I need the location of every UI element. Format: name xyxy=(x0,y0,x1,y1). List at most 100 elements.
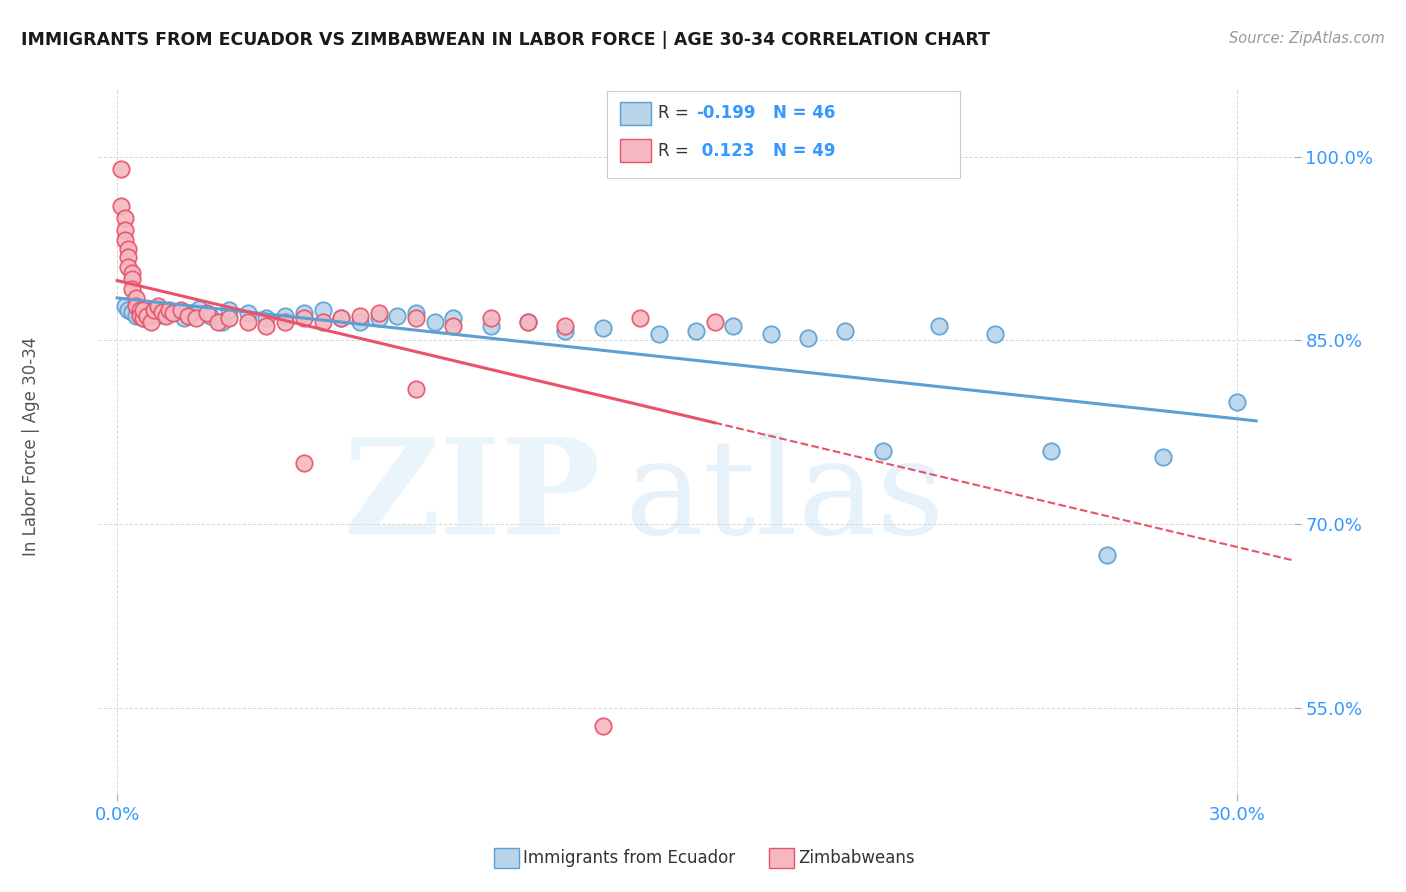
Point xyxy=(441,318,464,333)
Point xyxy=(218,302,240,317)
Point xyxy=(385,309,409,323)
Point xyxy=(173,311,195,326)
Point xyxy=(128,302,150,317)
Point xyxy=(274,309,297,323)
Point xyxy=(479,318,502,333)
Point xyxy=(207,315,229,329)
Point xyxy=(292,311,315,326)
Text: ZIP: ZIP xyxy=(343,434,600,563)
Point xyxy=(114,233,136,247)
Point xyxy=(236,306,259,320)
Text: Zimbabweans: Zimbabweans xyxy=(799,849,915,867)
Point xyxy=(592,719,614,733)
Point xyxy=(117,242,139,256)
Text: N = 49: N = 49 xyxy=(773,142,835,160)
Point xyxy=(121,282,143,296)
Point xyxy=(685,324,707,338)
Point xyxy=(114,223,136,237)
Point xyxy=(330,311,353,326)
Point xyxy=(150,308,173,322)
Point xyxy=(797,331,820,345)
Point xyxy=(872,443,894,458)
Point xyxy=(330,311,353,326)
Point xyxy=(121,272,143,286)
Point xyxy=(1226,394,1249,409)
Point xyxy=(405,383,427,397)
Point xyxy=(1039,443,1062,458)
Point xyxy=(128,302,150,317)
Point xyxy=(121,305,143,319)
Point xyxy=(169,302,191,317)
Point xyxy=(405,306,427,320)
Point xyxy=(211,315,233,329)
Point xyxy=(136,306,159,320)
Point xyxy=(311,302,333,317)
Point xyxy=(110,161,132,176)
Point xyxy=(139,309,162,323)
Point xyxy=(125,291,148,305)
Point xyxy=(516,315,538,329)
Point xyxy=(132,311,155,326)
Point xyxy=(180,306,202,320)
Point xyxy=(367,311,389,326)
Point xyxy=(121,266,143,280)
Text: Source: ZipAtlas.com: Source: ZipAtlas.com xyxy=(1229,31,1385,46)
Text: atlas: atlas xyxy=(624,434,945,563)
Point xyxy=(125,299,148,313)
Point xyxy=(157,302,180,317)
Point xyxy=(554,324,576,338)
Point xyxy=(117,260,139,274)
Point xyxy=(441,311,464,326)
Point xyxy=(628,311,651,326)
Point xyxy=(114,211,136,225)
Text: -0.199: -0.199 xyxy=(696,104,755,122)
Point xyxy=(132,302,155,317)
Text: R =: R = xyxy=(658,104,695,122)
Text: 0.123: 0.123 xyxy=(696,142,755,160)
Point xyxy=(592,321,614,335)
Point xyxy=(177,309,200,323)
Text: IMMIGRANTS FROM ECUADOR VS ZIMBABWEAN IN LABOR FORCE | AGE 30-34 CORRELATION CHA: IMMIGRANTS FROM ECUADOR VS ZIMBABWEAN IN… xyxy=(21,31,990,49)
Point xyxy=(292,456,315,470)
Point xyxy=(423,315,446,329)
Point xyxy=(236,315,259,329)
Point xyxy=(110,199,132,213)
Point xyxy=(143,302,166,317)
Text: In Labor Force | Age 30-34: In Labor Force | Age 30-34 xyxy=(22,336,39,556)
Point xyxy=(1095,548,1118,562)
Point xyxy=(516,315,538,329)
Text: N = 46: N = 46 xyxy=(773,104,835,122)
Point xyxy=(292,306,315,320)
Point xyxy=(834,324,856,338)
Point xyxy=(311,315,333,329)
Point xyxy=(367,306,389,320)
Point xyxy=(703,315,725,329)
Point xyxy=(136,309,159,323)
Point xyxy=(132,311,155,326)
Text: Immigrants from Ecuador: Immigrants from Ecuador xyxy=(523,849,735,867)
Point xyxy=(125,309,148,323)
Point xyxy=(554,318,576,333)
Point xyxy=(928,318,950,333)
Text: R =: R = xyxy=(658,142,695,160)
Point xyxy=(195,306,218,320)
Point xyxy=(218,311,240,326)
Point xyxy=(143,301,166,316)
Point xyxy=(162,305,184,319)
Point xyxy=(117,302,139,317)
Point xyxy=(1152,450,1174,464)
Point xyxy=(117,250,139,264)
Point xyxy=(274,315,297,329)
Point xyxy=(256,311,278,326)
Point xyxy=(184,311,207,326)
Point xyxy=(200,309,222,323)
Point xyxy=(349,315,371,329)
Point xyxy=(148,299,170,313)
Point xyxy=(647,327,669,342)
Point xyxy=(114,299,136,313)
Point xyxy=(150,305,173,319)
Point xyxy=(723,318,745,333)
Point xyxy=(128,309,150,323)
Point xyxy=(155,309,177,323)
Point xyxy=(256,318,278,333)
